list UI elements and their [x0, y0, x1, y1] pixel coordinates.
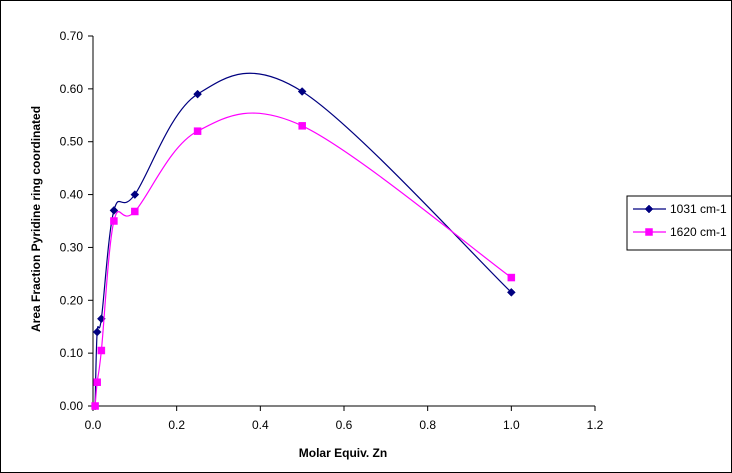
y-tick-label: 0.20 [60, 293, 84, 307]
data-point [131, 207, 139, 216]
data-point [506, 288, 516, 297]
y-tick-label: 0.50 [60, 135, 84, 149]
data-point [91, 402, 99, 410]
data-point [93, 378, 101, 386]
x-tick-label: 1.0 [503, 418, 520, 432]
x-axis-title: Molar Equiv. Zn [299, 446, 387, 460]
axes-layer: 0.00 0.10 0.20 0.30 0.40 0.50 0.60 0.70 0.0 0.2 0.… [60, 29, 604, 432]
x-tick-label: 0.0 [85, 418, 102, 432]
x-tick-label: 1.2 [587, 418, 604, 432]
data-point [507, 273, 516, 282]
data-point [298, 122, 306, 130]
legend-box [626, 195, 731, 251]
legend-item-1: 1031 cm-1 [633, 202, 727, 216]
x-tick-label: 0.6 [336, 418, 353, 432]
series-line [94, 112, 512, 407]
legend-item-2: 1620 cm-1 [633, 225, 727, 239]
x-tick-label: 0.8 [419, 418, 436, 432]
y-tick-label: 0.10 [60, 346, 84, 360]
x-tick-label: 0.4 [252, 418, 269, 432]
legend-marker [645, 228, 653, 236]
y-tick-label: 0.60 [60, 82, 84, 96]
series-layer [90, 72, 516, 411]
x-tick-label: 0.2 [168, 418, 185, 432]
y-axis-title: Area Fraction Pyridine ring coordinated [29, 106, 43, 332]
legend-label: 1031 cm-1 [670, 202, 727, 216]
data-point [92, 327, 102, 337]
legend-label: 1620 cm-1 [670, 225, 727, 239]
data-point [109, 206, 119, 215]
legend: 1031 cm-1 1620 cm-1 [626, 195, 731, 251]
data-point [193, 89, 202, 99]
data-point [193, 127, 202, 135]
data-point [97, 346, 106, 355]
y-tick-label: 0.40 [60, 188, 84, 202]
series-line [94, 72, 512, 407]
data-point [297, 87, 307, 96]
series-2 [91, 112, 516, 410]
data-point [130, 190, 140, 199]
y-tick-label: 0.30 [60, 240, 84, 254]
legend-marker [644, 204, 654, 214]
y-tick-label: 0.00 [60, 399, 84, 413]
data-point [110, 217, 118, 225]
y-tick-label: 0.70 [60, 29, 84, 43]
series-1 [90, 72, 516, 411]
